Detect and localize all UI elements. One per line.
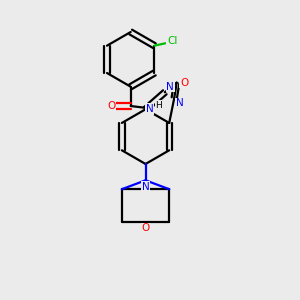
Text: N: N	[176, 98, 184, 108]
Text: O: O	[107, 101, 116, 111]
Text: Cl: Cl	[167, 36, 177, 46]
Text: O: O	[180, 78, 188, 88]
Text: N: N	[166, 82, 174, 92]
Text: N: N	[142, 182, 149, 192]
Text: N: N	[146, 104, 154, 114]
Text: O: O	[141, 224, 150, 233]
Text: H: H	[155, 101, 162, 110]
